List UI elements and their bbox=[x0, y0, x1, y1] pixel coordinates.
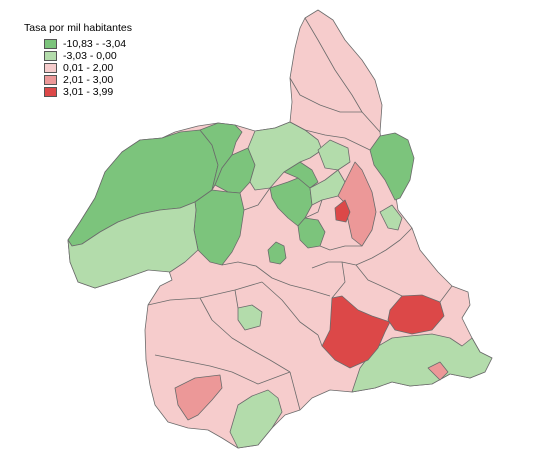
municipality-class-2 bbox=[229, 389, 283, 449]
municipality-class-1 bbox=[369, 132, 415, 201]
municipality-class-2 bbox=[379, 204, 403, 231]
boundary-line bbox=[289, 77, 362, 113]
municipality-class-4 bbox=[174, 374, 223, 421]
legend-swatch-class-2 bbox=[44, 51, 57, 61]
boundary-line bbox=[319, 245, 362, 251]
legend-swatch-class-3 bbox=[44, 63, 57, 73]
legend-label-class-2: -3,03 - 0,00 bbox=[63, 50, 117, 62]
municipality-class-1 bbox=[267, 241, 287, 265]
boundary-line bbox=[311, 227, 413, 269]
municipality-class-2 bbox=[317, 139, 351, 171]
boundary-line bbox=[154, 354, 291, 385]
legend-label-class-1: -10,83 - -3,04 bbox=[63, 38, 127, 50]
legend-title: Tasa por mil habitantes bbox=[24, 22, 132, 34]
municipality-class-2 bbox=[351, 333, 493, 393]
boundary-line bbox=[304, 199, 323, 219]
boundary-line bbox=[331, 261, 346, 299]
legend-label-class-5: 3,01 - 3,99 bbox=[63, 86, 114, 98]
boundary-line bbox=[199, 297, 291, 373]
municipality-class-1 bbox=[297, 217, 326, 249]
legend-item-class-4: 2,01 - 3,00 bbox=[24, 74, 132, 86]
boundary-line bbox=[317, 334, 323, 347]
municipality-boundaries bbox=[147, 17, 453, 411]
boundary-line bbox=[439, 285, 453, 303]
boundary-line bbox=[304, 17, 381, 133]
boundary-line bbox=[355, 264, 403, 297]
legend-label-class-4: 2,01 - 3,00 bbox=[63, 74, 114, 86]
legend-item-class-2: -3,03 - 0,00 bbox=[24, 50, 132, 62]
legend-swatch-class-5 bbox=[44, 87, 57, 97]
legend-item-class-1: -10,83 - -3,04 bbox=[24, 38, 132, 50]
legend-item-class-3: 0,01 - 2,00 bbox=[24, 62, 132, 74]
legend-swatch-class-1 bbox=[44, 39, 57, 49]
legend-label-class-3: 0,01 - 2,00 bbox=[63, 62, 114, 74]
municipality-class-5 bbox=[387, 294, 445, 335]
legend-item-class-5: 3,01 - 3,99 bbox=[24, 86, 132, 98]
boundary-line bbox=[261, 281, 319, 336]
municipality-class-5 bbox=[334, 199, 351, 223]
boundary-line bbox=[221, 261, 331, 297]
boundary-line bbox=[234, 289, 239, 309]
municipality-class-4 bbox=[427, 361, 449, 381]
municipality-class-2 bbox=[67, 201, 199, 289]
boundary-line bbox=[289, 121, 371, 151]
map-legend: Tasa por mil habitantes -10,83 - -3,04 -… bbox=[24, 22, 132, 98]
legend-swatch-class-4 bbox=[44, 75, 57, 85]
boundary-line bbox=[289, 371, 301, 411]
boundary-line bbox=[243, 187, 271, 211]
municipality-class-2 bbox=[237, 304, 263, 331]
